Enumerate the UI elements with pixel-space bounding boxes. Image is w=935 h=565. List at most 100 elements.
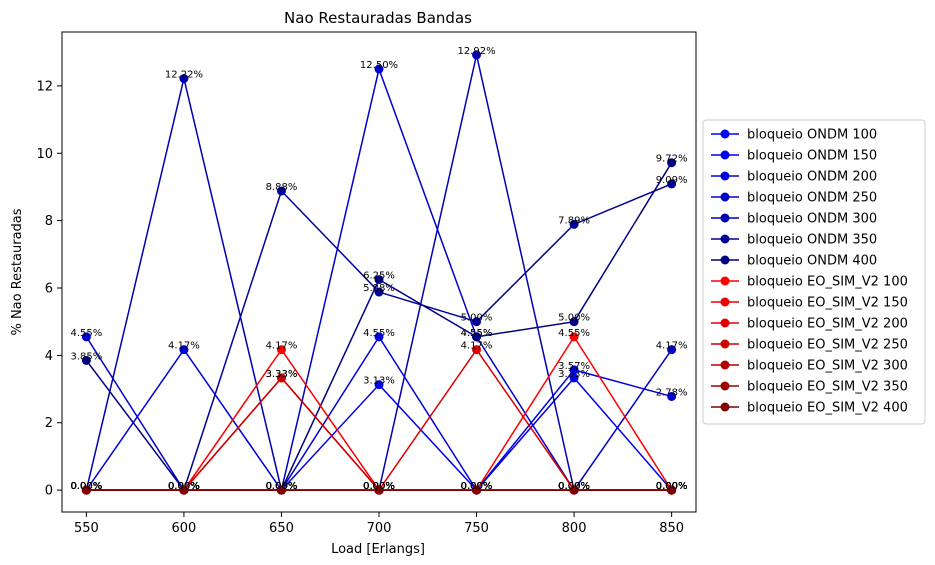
- legend-item: bloqueio EO_SIM_V2 400: [711, 401, 908, 416]
- x-tick-label: 600: [172, 521, 197, 536]
- legend-item: bloqueio EO_SIM_V2 150: [711, 296, 908, 311]
- legend-marker: [720, 318, 730, 328]
- data-label: 12.50%: [360, 60, 398, 71]
- legend: bloqueio ONDM 100 bloqueio ONDM 150 bloque…: [702, 119, 926, 425]
- x-tick-label: 650: [269, 521, 294, 536]
- data-point: [81, 332, 91, 342]
- legend-item: bloqueio ONDM 300: [711, 212, 877, 227]
- data-point: [179, 345, 189, 355]
- data-point: [374, 485, 384, 495]
- data-label: 0.00%: [558, 481, 590, 492]
- data-label: 4.55%: [461, 328, 493, 339]
- legend-item: bloqueio ONDM 200: [711, 170, 877, 185]
- legend-item: bloqueio EO_SIM_V2 100: [711, 275, 908, 290]
- legend-label: bloqueio EO_SIM_V2 350: [747, 380, 908, 395]
- data-label: 12.22%: [165, 69, 203, 80]
- data-label: 5.88%: [363, 283, 395, 294]
- legend-label: bloqueio EO_SIM_V2 200: [747, 317, 908, 332]
- data-point: [472, 345, 482, 355]
- data-point: [667, 345, 677, 355]
- data-label: 0.00%: [363, 481, 395, 492]
- x-tick-label: 800: [562, 521, 587, 536]
- data-label: 9.09%: [656, 175, 688, 186]
- chart-title: Nao Restauradas Bandas: [284, 9, 472, 27]
- series-group: 0.00% 0.00% 0.00% 0.00% 0.00% 0.00% 0.00%: [70, 481, 688, 495]
- data-point: [569, 332, 579, 342]
- data-label: 0.00%: [656, 481, 688, 492]
- legend-item: bloqueio EO_SIM_V2 350: [711, 380, 908, 395]
- data-point: [374, 287, 384, 297]
- legend-label: bloqueio EO_SIM_V2 150: [747, 296, 908, 311]
- legend-item: bloqueio ONDM 400: [711, 254, 877, 269]
- legend-label: bloqueio ONDM 300: [747, 212, 877, 227]
- legend-marker: [720, 150, 730, 160]
- data-point: [569, 365, 579, 375]
- data-point: [179, 485, 189, 495]
- legend-marker: [720, 255, 730, 265]
- legend-marker: [720, 276, 730, 286]
- data-point: [472, 317, 482, 327]
- legend-label: bloqueio EO_SIM_V2 400: [747, 401, 908, 416]
- legend-item: bloqueio EO_SIM_V2 200: [711, 317, 908, 332]
- data-point: [569, 373, 579, 383]
- legend-marker: [720, 339, 730, 349]
- data-point: [276, 373, 286, 383]
- legend-marker: [720, 213, 730, 223]
- data-label: 2.78%: [656, 387, 688, 398]
- plot-area: 0.00% 0.00% 0.00% 0.00% 0.00% 0.00% 0.00%0.00%…: [70, 46, 688, 495]
- data-label: 3.57%: [558, 361, 590, 372]
- data-point: [179, 73, 189, 83]
- data-point: [569, 219, 579, 229]
- data-point: [81, 485, 91, 495]
- data-point: [374, 275, 384, 285]
- legend-marker: [720, 129, 730, 139]
- data-label: 7.89%: [558, 215, 590, 226]
- legend-label: bloqueio EO_SIM_V2 300: [747, 359, 908, 374]
- x-tick-label: 750: [464, 521, 489, 536]
- legend-label: bloqueio EO_SIM_V2 250: [747, 338, 908, 353]
- legend-marker: [720, 192, 730, 202]
- data-point: [472, 485, 482, 495]
- y-tick-label: 10: [36, 147, 53, 162]
- y-axis-title: % Nao Restauradas: [10, 208, 25, 335]
- data-point: [472, 332, 482, 342]
- y-tick-label: 2: [45, 416, 53, 431]
- legend-label: bloqueio ONDM 150: [747, 149, 877, 164]
- data-point: [569, 317, 579, 327]
- x-axis-title: Load [Erlangs]: [331, 542, 425, 557]
- data-label: 6.25%: [363, 271, 395, 282]
- legend-marker: [720, 171, 730, 181]
- y-tick-label: 4: [45, 349, 53, 364]
- y-tick-label: 6: [45, 282, 53, 297]
- data-point: [667, 179, 677, 189]
- legend-marker: [720, 360, 730, 370]
- data-point: [276, 186, 286, 196]
- legend-box: [702, 119, 926, 425]
- data-point: [472, 50, 482, 60]
- legend-marker: [720, 234, 730, 244]
- data-point: [374, 332, 384, 342]
- data-point: [374, 380, 384, 390]
- data-point: [276, 485, 286, 495]
- legend-label: bloqueio ONDM 350: [747, 233, 877, 248]
- data-point: [81, 355, 91, 365]
- legend-label: bloqueio ONDM 250: [747, 191, 877, 206]
- data-label: 4.17%: [266, 341, 298, 352]
- data-point: [374, 64, 384, 74]
- axes: 550 600 650 700 750 800 850 0 2 4 6 8 10 12: [36, 79, 684, 536]
- data-label: 0.00%: [168, 481, 200, 492]
- legend-item: bloqueio ONDM 350: [711, 233, 877, 248]
- legend-label: bloqueio ONDM 400: [747, 254, 877, 269]
- data-point: [667, 158, 677, 168]
- data-label: 4.17%: [168, 341, 200, 352]
- data-label: 5.00%: [558, 313, 590, 324]
- data-label: 5.00%: [461, 313, 493, 324]
- data-label: 4.55%: [70, 328, 102, 339]
- data-label: 4.55%: [363, 328, 395, 339]
- legend-label: bloqueio EO_SIM_V2 100: [747, 275, 908, 290]
- x-tick-label: 550: [74, 521, 99, 536]
- x-tick-label: 850: [659, 521, 684, 536]
- legend-marker: [720, 297, 730, 307]
- data-label: 3.13%: [363, 376, 395, 387]
